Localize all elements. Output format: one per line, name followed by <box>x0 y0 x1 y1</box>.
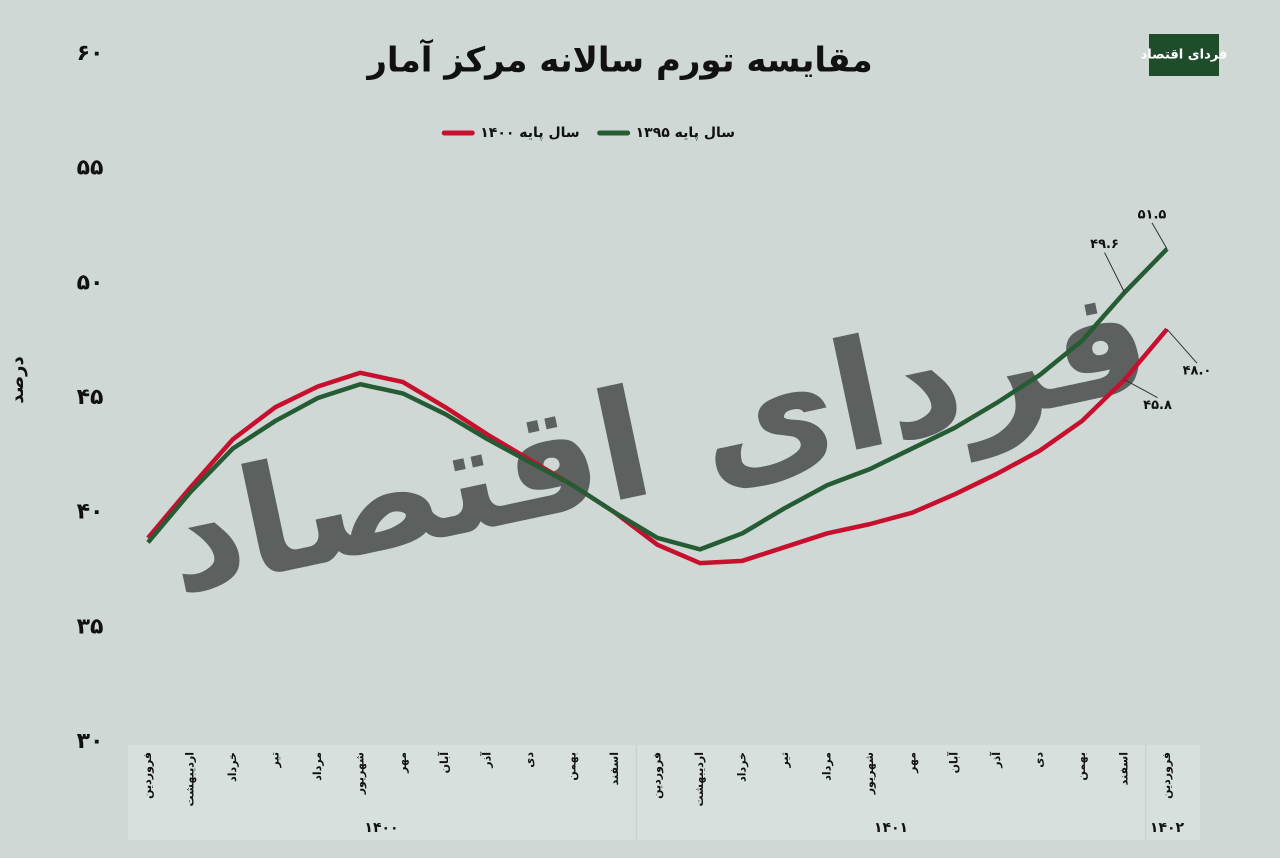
x-tick-label: شهریور <box>353 752 366 795</box>
value-label: ۴۸.۰ <box>1183 364 1212 379</box>
x-tick-label: تیر <box>778 752 791 768</box>
x-tick-label: بهمن <box>1075 752 1088 781</box>
series-line <box>146 247 1169 552</box>
x-tick-label: آذر <box>989 752 1003 769</box>
y-tick-label: ۳۵ <box>77 614 104 639</box>
x-tick-label: فروردین <box>651 752 664 799</box>
logo: فردای اقتصاد <box>1141 48 1228 63</box>
value-label: ۵۱.۵ <box>1138 207 1167 222</box>
x-tick-label: اردیبهشت <box>183 752 196 806</box>
x-tick-label: اردیبهشت <box>693 752 706 806</box>
x-tick-label: آبان <box>947 752 961 774</box>
y-tick-label: ۴۵ <box>77 385 104 410</box>
y-tick-label: ۵۰ <box>77 270 104 295</box>
x-tick-label: مرداد <box>311 752 324 781</box>
x-axis-panel <box>128 745 1200 840</box>
legend-label: سال پایه ۱۳۹۵ <box>636 125 735 141</box>
leader-line <box>1166 328 1198 364</box>
y-axis-label: درصد <box>7 356 28 403</box>
x-tick-label: فروردین <box>141 752 154 799</box>
y-tick-label: ۶۰ <box>77 41 104 66</box>
watermark: فردای اقتصاد <box>149 251 1165 630</box>
y-tick-label: ۴۰ <box>77 500 104 525</box>
leader-line <box>1124 379 1158 399</box>
y-tick-label: ۳۰ <box>77 729 104 754</box>
chart-title: مقایسه تورم سالانه مرکز آمار <box>365 39 872 81</box>
x-tick-label: تیر <box>268 752 281 768</box>
legend-label: سال پایه ۱۴۰۰ <box>480 125 579 141</box>
y-tick-label: ۵۵ <box>77 156 104 181</box>
x-tick-label: بهمن <box>566 752 579 781</box>
value-label: ۴۵.۸ <box>1143 398 1172 413</box>
x-tick-label: اسفند <box>1118 752 1131 785</box>
x-tick-label: اسفند <box>608 752 621 785</box>
x-tick-label: فروردین <box>1160 752 1173 799</box>
x-tick-label: مهر <box>396 752 409 774</box>
year-label: ۱۴۰۱ <box>874 820 908 836</box>
leader-line <box>1104 252 1125 293</box>
x-tick-label: مرداد <box>820 752 833 781</box>
leader-line <box>1151 222 1168 250</box>
x-tick-label: دی <box>523 752 536 768</box>
series-line <box>146 327 1169 566</box>
x-tick-label: آذر <box>480 752 494 769</box>
value-label: ۴۹.۶ <box>1090 237 1119 252</box>
x-tick-label: خرداد <box>735 752 748 782</box>
x-tick-label: مهر <box>905 752 918 774</box>
year-label: ۱۴۰۰ <box>364 820 398 836</box>
logo-box <box>1149 34 1219 76</box>
year-label: ۱۴۰۲ <box>1150 820 1185 836</box>
x-tick-label: آبان <box>437 752 451 774</box>
x-tick-label: دی <box>1033 752 1046 768</box>
x-tick-label: شهریور <box>863 752 876 795</box>
x-tick-label: خرداد <box>226 752 239 782</box>
